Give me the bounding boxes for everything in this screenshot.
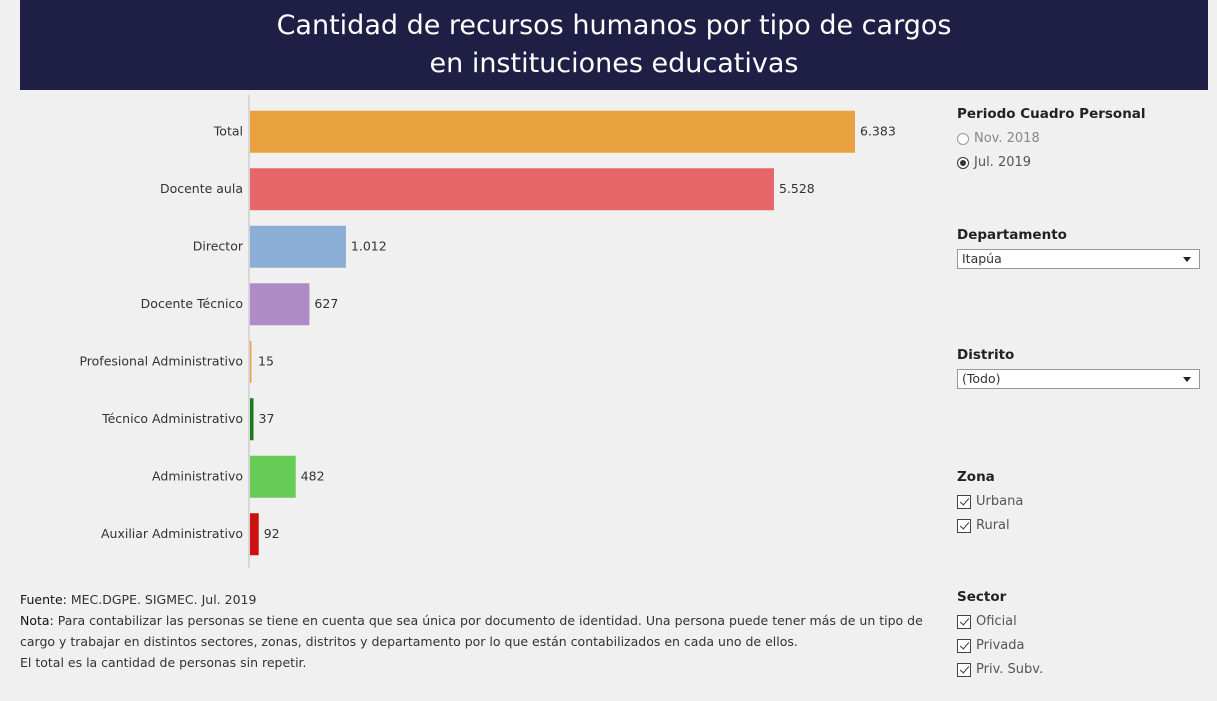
note-label: Nota: xyxy=(20,613,54,628)
source-label: Fuente: xyxy=(20,592,67,607)
category-label: Docente aula xyxy=(160,181,243,196)
footer: Fuente: MEC.DGPE. SIGMEC. Jul. 2019 Nota… xyxy=(20,589,955,673)
checkbox[interactable] xyxy=(957,638,971,653)
bar xyxy=(250,168,774,211)
option-label: Nov. 2018 xyxy=(974,131,1040,146)
category-label: Docente Técnico xyxy=(141,296,243,311)
option-label: Priv. Subv. xyxy=(976,662,1044,677)
checkbox-option[interactable]: Rural xyxy=(957,518,1010,533)
bar xyxy=(250,398,254,441)
filter-title: Periodo Cuadro Personal xyxy=(957,106,1146,122)
category-label: Total xyxy=(213,123,243,138)
option-label: Rural xyxy=(976,518,1010,533)
filter-title: Departamento xyxy=(957,227,1067,243)
radio-option[interactable]: Jul. 2019 xyxy=(957,155,1031,170)
title-line: en instituciones educativas xyxy=(429,48,799,79)
value-label: 5.528 xyxy=(779,181,815,196)
category-label: Auxiliar Administrativo xyxy=(101,526,243,541)
category-label: Administrativo xyxy=(152,468,243,483)
option-label: Jul. 2019 xyxy=(974,155,1032,170)
radio-option[interactable]: Nov. 2018 xyxy=(957,131,1040,146)
title-line: Cantidad de recursos humanos por tipo de… xyxy=(276,10,952,41)
filter-title: Distrito xyxy=(957,347,1015,363)
checkbox[interactable] xyxy=(957,494,971,509)
source-text: MEC.DGPE. SIGMEC. Jul. 2019 xyxy=(70,592,257,607)
bar xyxy=(250,513,259,556)
source-line: Fuente: MEC.DGPE. SIGMEC. Jul. 2019 xyxy=(20,589,955,610)
title-banner: Cantidad de recursos humanos por tipo de… xyxy=(20,0,1208,90)
category-label: Técnico Administrativo xyxy=(101,411,243,426)
checkbox-option[interactable]: Privada xyxy=(957,638,1024,653)
checkbox[interactable] xyxy=(957,662,971,677)
value-label: 627 xyxy=(314,296,338,311)
filter-title: Sector xyxy=(957,589,1007,605)
radio[interactable] xyxy=(957,156,969,169)
bar xyxy=(250,455,296,498)
bar xyxy=(250,110,855,153)
option-label: Privada xyxy=(976,638,1025,653)
checkbox-option[interactable]: Oficial xyxy=(957,614,1017,629)
checkbox-option[interactable]: Priv. Subv. xyxy=(957,662,1043,677)
value-label: 6.383 xyxy=(860,123,896,138)
dropdown[interactable]: (Todo) xyxy=(957,369,1200,389)
checkbox[interactable] xyxy=(957,518,971,533)
total-note: El total es la cantidad de personas sin … xyxy=(20,655,307,670)
dropdown[interactable]: Itapúa xyxy=(957,249,1200,269)
category-label: Profesional Administrativo xyxy=(79,353,243,368)
checkbox[interactable] xyxy=(957,614,971,629)
filter-title: Zona xyxy=(957,469,995,485)
note-text: Para contabilizar las personas se tiene … xyxy=(20,613,923,649)
checkbox-option[interactable]: Urbana xyxy=(957,494,1023,509)
bar xyxy=(250,283,310,326)
value-label: 37 xyxy=(259,411,275,426)
radio[interactable] xyxy=(957,132,969,145)
bar xyxy=(250,225,346,268)
value-label: 15 xyxy=(258,353,274,368)
option-label: Urbana xyxy=(976,494,1024,509)
value-label: 92 xyxy=(264,526,280,541)
value-label: 482 xyxy=(301,468,325,483)
note-line: Nota: Para contabilizar las personas se … xyxy=(20,610,955,652)
value-label: 1.012 xyxy=(351,238,387,253)
bar-chart: Total 6.383 Docente aula 5.528 Director 1.012… xyxy=(79,95,896,568)
bar xyxy=(250,340,252,383)
option-label: Oficial xyxy=(976,614,1017,629)
category-label: Director xyxy=(193,238,244,253)
